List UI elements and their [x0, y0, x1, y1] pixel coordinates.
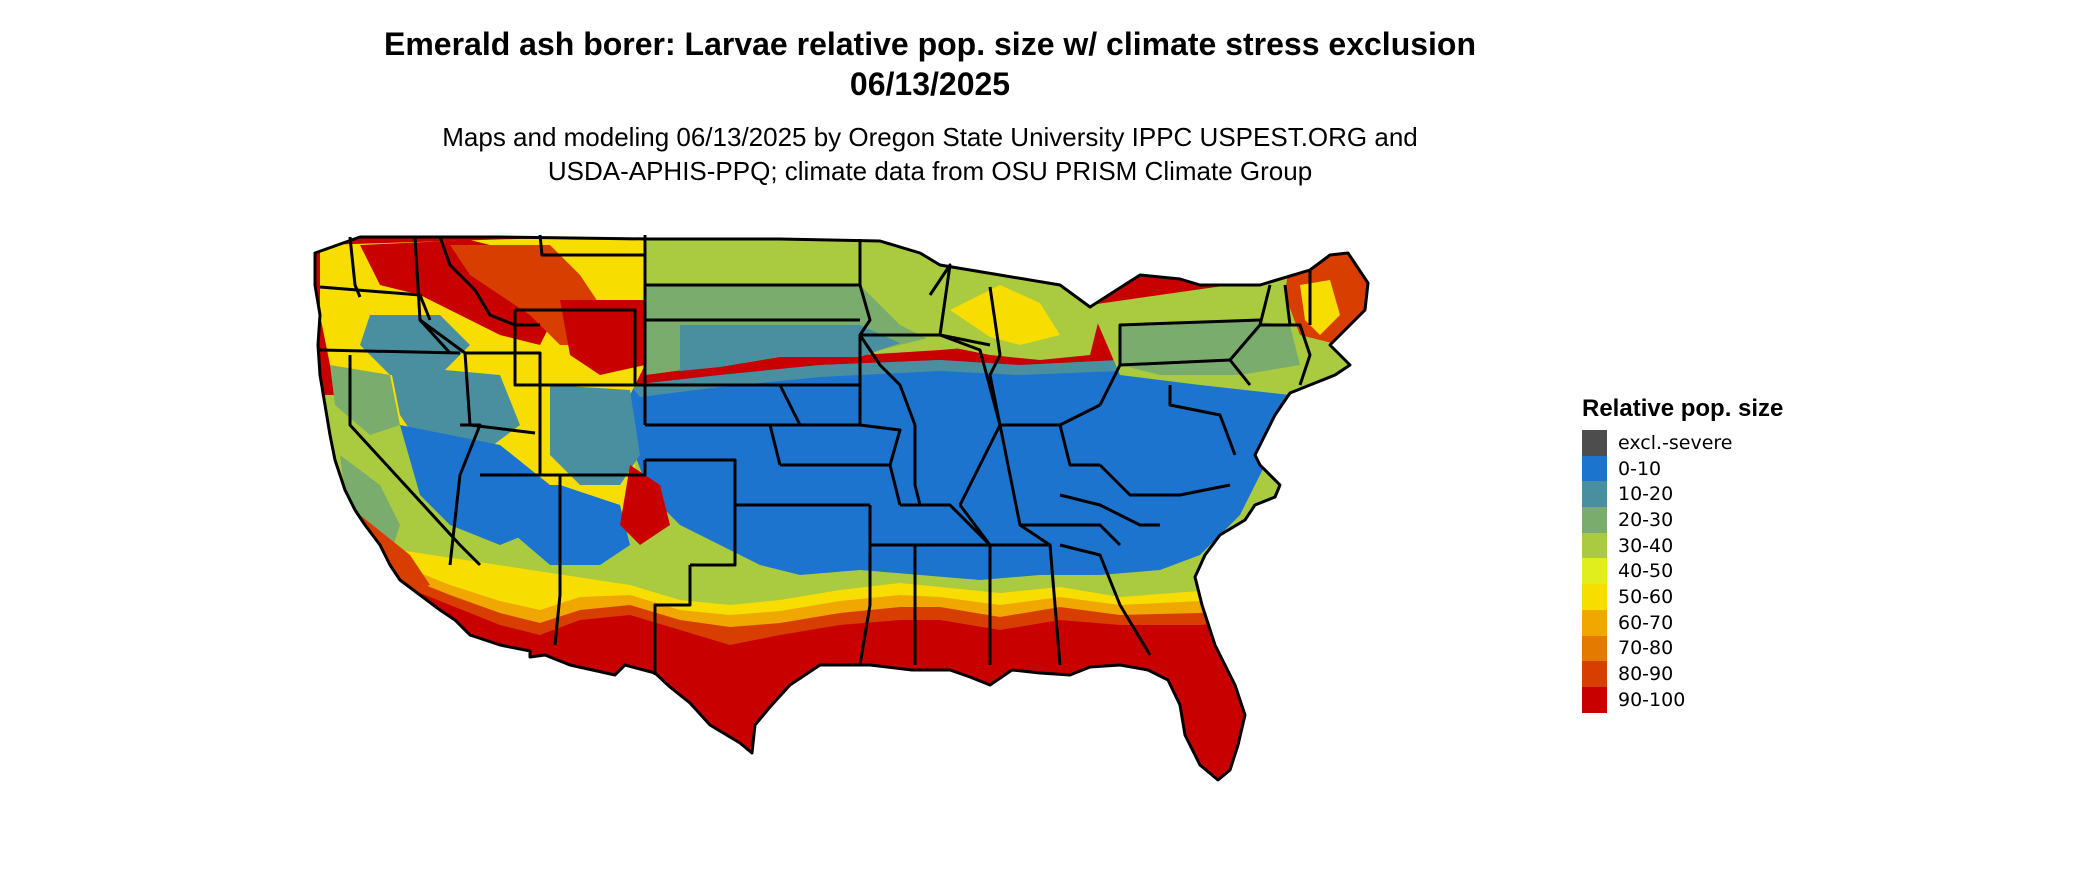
legend-label: 60-70 [1618, 611, 1674, 634]
legend-item: 70-80 [1582, 635, 1783, 662]
legend-label: 0-10 [1618, 457, 1662, 480]
legend-swatch [1582, 455, 1607, 482]
legend-swatch [1582, 635, 1607, 662]
legend-item: 0-10 [1582, 455, 1783, 482]
legend-item: 50-60 [1582, 584, 1783, 610]
conus-map [300, 225, 1560, 895]
map-subtitle: Maps and modeling 06/13/2025 by Oregon S… [340, 120, 1520, 188]
legend-item: 80-90 [1582, 661, 1783, 687]
conus-map-svg [313, 234, 1370, 782]
map-title: Emerald ash borer: Larvae relative pop. … [383, 26, 1477, 102]
legend-items: excl.-severe 0-10 10-20 20-30 30-40 40-50 50-6… [1582, 430, 1783, 713]
legend-label: excl.-severe [1618, 431, 1733, 454]
legend-label: 50-60 [1618, 585, 1674, 608]
legend-swatch [1582, 584, 1607, 610]
legend-label: 20-30 [1618, 508, 1674, 531]
legend-label: 40-50 [1618, 560, 1674, 583]
legend-swatch [1582, 558, 1607, 585]
legend-label: 90-100 [1618, 688, 1686, 711]
legend-label: 30-40 [1618, 534, 1674, 557]
legend-item: excl.-severe [1582, 430, 1783, 456]
state-borders [313, 234, 1370, 782]
legend-item: 60-70 [1582, 609, 1783, 636]
title-block: Emerald ash borer: Larvae relative pop. … [340, 24, 1520, 188]
climate-zones [315, 237, 1368, 780]
legend-label: 10-20 [1618, 483, 1674, 506]
legend-swatch [1582, 532, 1607, 559]
subtitle-line-2: USDA-APHIS-PPQ; climate data from OSU PR… [547, 156, 1313, 186]
legend-swatch [1582, 430, 1607, 456]
legend-label: 70-80 [1618, 637, 1674, 660]
legend: Relative pop. size excl.-severe 0-10 10-20… [1582, 394, 1783, 713]
legend-item: 40-50 [1582, 558, 1783, 585]
legend-swatch [1582, 686, 1607, 713]
legend-item: 20-30 [1582, 507, 1783, 533]
legend-item: 90-100 [1582, 686, 1783, 713]
subtitle-line-1: Maps and modeling 06/13/2025 by Oregon S… [442, 122, 1418, 152]
legend-item: 30-40 [1582, 532, 1783, 559]
legend-swatch [1582, 507, 1607, 533]
legend-swatch [1582, 661, 1607, 687]
legend-swatch [1582, 481, 1607, 508]
legend-swatch [1582, 609, 1607, 636]
legend-label: 80-90 [1618, 663, 1674, 686]
legend-title: Relative pop. size [1582, 395, 1784, 422]
legend-item: 10-20 [1582, 481, 1783, 508]
